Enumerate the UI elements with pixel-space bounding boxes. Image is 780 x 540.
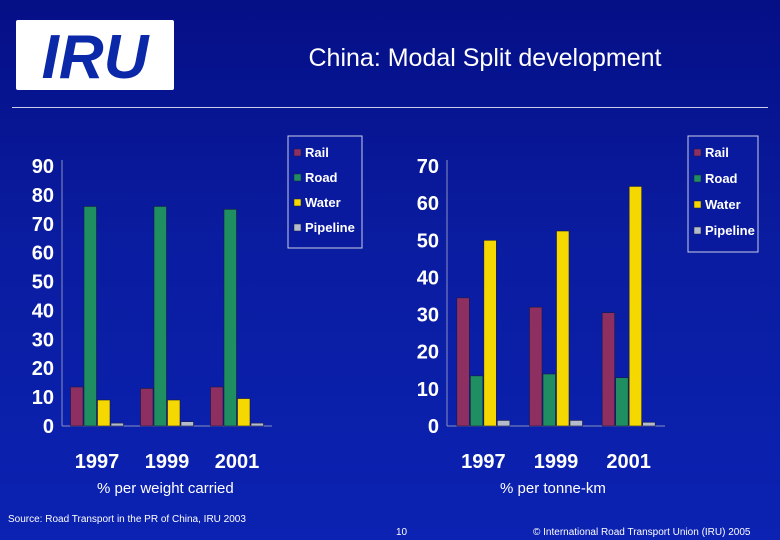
y-tick-label: 40 (417, 267, 439, 289)
y-tick-label: 30 (417, 305, 439, 327)
iru-logo: IRU (16, 20, 174, 90)
y-tick-label: 50 (417, 230, 439, 252)
chart-caption-weight: % per weight carried (97, 480, 234, 497)
bar-road-2001 (223, 209, 237, 427)
y-tick-label: 10 (417, 379, 439, 401)
legend-label-rail: Rail (305, 145, 329, 160)
y-tick-label: 20 (417, 342, 439, 364)
y-tick-label: 70 (32, 214, 54, 236)
bar-water-1999 (167, 399, 181, 427)
bar-pipeline-1999 (180, 421, 194, 427)
x-tick-label: 1997 (461, 451, 506, 473)
legend-swatch-pipeline (693, 226, 702, 235)
x-tick-label: 2001 (606, 451, 651, 473)
x-tick-label: 1997 (75, 451, 120, 473)
copyright-note: © International Road Transport Union (IR… (533, 527, 751, 538)
legend-swatch-road (293, 173, 302, 182)
bar-road-1997 (470, 375, 484, 427)
legend-label-pipeline: Pipeline (705, 223, 755, 238)
y-tick-label: 30 (32, 329, 54, 351)
title-divider (12, 107, 768, 108)
bar-water-1997 (97, 399, 111, 427)
legend-label-pipeline: Pipeline (305, 220, 355, 235)
legend-label-road: Road (705, 171, 738, 186)
legend-label-road: Road (305, 170, 338, 185)
bar-pipeline-1997 (497, 420, 511, 427)
legend-label-water: Water (705, 197, 741, 212)
legend-swatch-pipeline (293, 223, 302, 232)
legend-label-rail: Rail (705, 145, 729, 160)
slide-title: China: Modal Split development (308, 44, 662, 72)
y-tick-label: 0 (428, 416, 439, 438)
bar-road-1999 (542, 373, 556, 427)
page-number: 10 (396, 527, 408, 538)
legend-swatch-rail (293, 148, 302, 157)
legend-swatch-road (693, 174, 702, 183)
bar-rail-1999 (529, 306, 543, 427)
x-tick-label: 1999 (145, 451, 190, 473)
x-tick-label: 1999 (534, 451, 579, 473)
legend-swatch-water (693, 200, 702, 209)
legend-swatch-rail (693, 148, 702, 157)
legend-swatch-water (293, 198, 302, 207)
bar-pipeline-2001 (642, 421, 656, 427)
y-tick-label: 70 (417, 156, 439, 178)
bar-water-2001 (237, 398, 251, 427)
y-tick-label: 50 (32, 272, 54, 294)
x-tick-label: 2001 (215, 451, 260, 473)
legend-label-water: Water (305, 195, 341, 210)
bar-water-1999 (556, 230, 570, 427)
bar-water-1997 (483, 239, 497, 427)
y-tick-label: 40 (32, 300, 54, 322)
chart-tonne-km: 0 10 20 30 40 50 60 70 1997 1999 2001 Rail Road Water… (417, 135, 759, 473)
y-tick-label: 60 (417, 193, 439, 215)
y-tick-label: 20 (32, 358, 54, 380)
y-tick-label: 90 (32, 156, 54, 178)
y-tick-label: 0 (43, 416, 54, 438)
y-tick-label: 60 (32, 243, 54, 265)
bar-rail-1997 (456, 297, 470, 427)
chart-caption-tonne-km: % per tonne-km (500, 480, 606, 497)
source-note: Source: Road Transport in the PR of Chin… (8, 514, 246, 525)
iru-logo-text: IRU (42, 23, 151, 90)
bar-road-1997 (83, 206, 97, 427)
bar-rail-2001 (601, 312, 615, 427)
y-tick-label: 80 (32, 185, 54, 207)
chart-weight-carried: 0 10 20 30 40 50 60 70 80 90 1997 1999 2001 Rail Road W… (32, 135, 363, 473)
bar-pipeline-1997 (110, 422, 124, 427)
y-tick-label: 10 (32, 387, 54, 409)
bar-water-2001 (628, 186, 642, 427)
bar-rail-1999 (140, 388, 154, 427)
bar-rail-2001 (210, 386, 224, 427)
bar-road-1999 (153, 206, 167, 427)
bar-rail-1997 (70, 386, 84, 427)
bar-road-2001 (615, 377, 629, 427)
bar-pipeline-2001 (250, 422, 264, 427)
bar-pipeline-1999 (569, 420, 583, 427)
